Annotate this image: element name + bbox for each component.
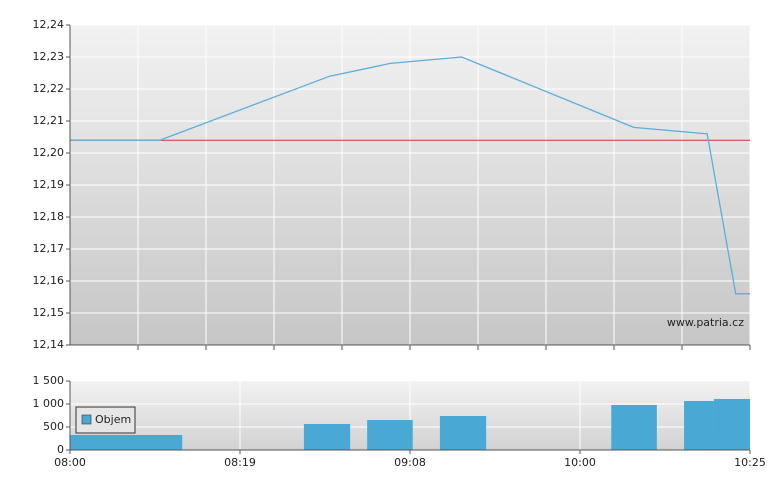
volume-bar xyxy=(713,398,750,450)
y-tick-label: 12,15 xyxy=(33,306,65,319)
y-tick-label: 0 xyxy=(57,443,64,456)
y-tick-label: 12,19 xyxy=(33,178,65,191)
volume-bar xyxy=(611,405,657,450)
x-tick-label: 08:19 xyxy=(224,456,256,469)
volume-bar xyxy=(367,420,413,450)
y-tick-label: 12,16 xyxy=(33,274,65,287)
x-tick-label: 08:00 xyxy=(54,456,86,469)
y-tick-label: 1 000 xyxy=(33,397,65,410)
x-tick-label: 10:00 xyxy=(564,456,596,469)
y-tick-label: 12,22 xyxy=(33,82,65,95)
volume-bar xyxy=(303,424,351,450)
y-tick-label: 500 xyxy=(43,420,64,433)
x-tick-label: 09:08 xyxy=(394,456,426,469)
volume-bar xyxy=(684,401,714,450)
y-tick-label: 1 500 xyxy=(33,374,65,387)
y-tick-label: 12,23 xyxy=(33,50,65,63)
volume-bar xyxy=(70,435,183,450)
legend-label: Objem xyxy=(95,413,131,426)
watermark: www.patria.cz xyxy=(667,316,744,329)
y-tick-label: 12,18 xyxy=(33,210,65,223)
y-tick-label: 12,14 xyxy=(33,338,65,351)
y-tick-label: 12,24 xyxy=(33,18,65,31)
price-line xyxy=(70,56,750,295)
y-tick-label: 12,20 xyxy=(33,146,65,159)
volume-bar xyxy=(439,416,487,450)
x-tick-label: 10:25 xyxy=(734,456,766,469)
y-tick-label: 12,17 xyxy=(33,242,65,255)
y-tick-label: 12,21 xyxy=(33,114,65,127)
legend-swatch xyxy=(81,414,92,425)
